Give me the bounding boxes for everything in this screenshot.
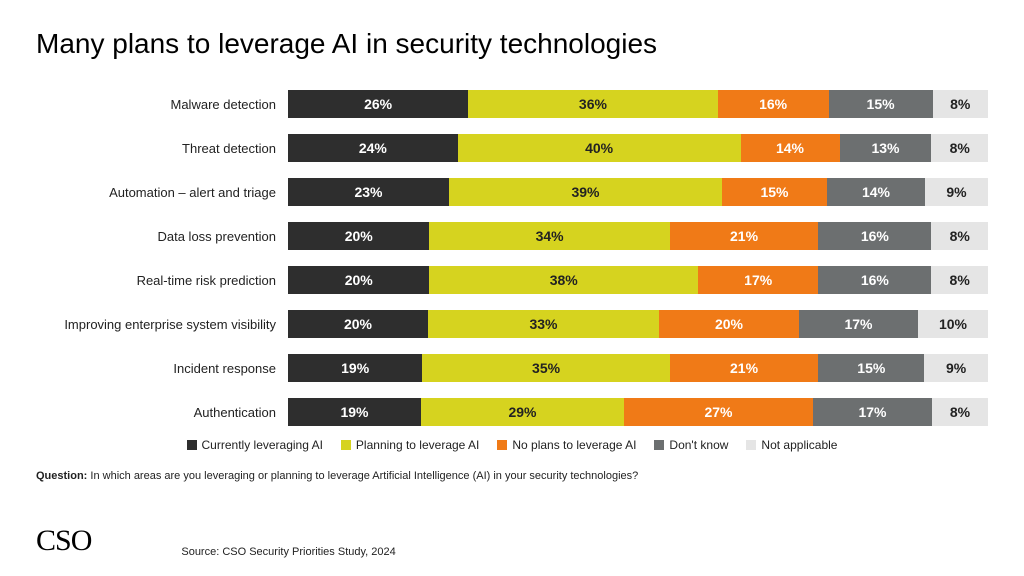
chart-row: Improving enterprise system visibility20…	[36, 306, 988, 342]
category-label: Real-time risk prediction	[36, 273, 288, 288]
legend-swatch	[497, 440, 507, 450]
bar-segment: 17%	[698, 266, 818, 294]
legend-swatch	[654, 440, 664, 450]
category-label: Threat detection	[36, 141, 288, 156]
source-text: Source: CSO Security Priorities Study, 2…	[181, 546, 395, 558]
bar-segment: 21%	[670, 354, 818, 382]
chart-row: Automation – alert and triage23%39%15%14…	[36, 174, 988, 210]
legend-item: Not applicable	[746, 438, 837, 452]
stacked-bar: 24%40%14%13%8%	[288, 134, 988, 162]
question-label: Question:	[36, 470, 87, 482]
legend-swatch	[746, 440, 756, 450]
bar-segment: 17%	[799, 310, 918, 338]
bar-segment: 40%	[458, 134, 741, 162]
legend-label: Don't know	[669, 438, 728, 452]
stacked-bar: 23%39%15%14%9%	[288, 178, 988, 206]
category-label: Data loss prevention	[36, 229, 288, 244]
legend-item: Planning to leverage AI	[341, 438, 479, 452]
bar-segment: 16%	[818, 266, 931, 294]
bar-segment: 33%	[428, 310, 659, 338]
stacked-bar: 20%33%20%17%10%	[288, 310, 988, 338]
stacked-bar: 19%29%27%17%8%	[288, 398, 988, 426]
footer: CSO Source: CSO Security Priorities Stud…	[36, 524, 988, 558]
bar-segment: 35%	[422, 354, 669, 382]
bar-segment: 9%	[925, 178, 988, 206]
legend-item: No plans to leverage AI	[497, 438, 636, 452]
stacked-bar: 20%38%17%16%8%	[288, 266, 988, 294]
page-title: Many plans to leverage AI in security te…	[36, 28, 988, 60]
stacked-bar: 19%35%21%15%9%	[288, 354, 988, 382]
chart-row: Data loss prevention20%34%21%16%8%	[36, 218, 988, 254]
bar-segment: 8%	[932, 398, 988, 426]
bar-segment: 16%	[818, 222, 931, 250]
legend-swatch	[341, 440, 351, 450]
bar-segment: 15%	[818, 354, 924, 382]
category-label: Automation – alert and triage	[36, 185, 288, 200]
bar-segment: 34%	[429, 222, 669, 250]
bar-segment: 15%	[829, 90, 933, 118]
chart-row: Threat detection24%40%14%13%8%	[36, 130, 988, 166]
bar-segment: 14%	[741, 134, 840, 162]
chart-row: Incident response19%35%21%15%9%	[36, 350, 988, 386]
bar-segment: 10%	[918, 310, 988, 338]
stacked-bar: 20%34%21%16%8%	[288, 222, 988, 250]
bar-segment: 27%	[624, 398, 813, 426]
question-text: In which areas are you leveraging or pla…	[90, 470, 638, 482]
category-label: Incident response	[36, 361, 288, 376]
bar-segment: 21%	[670, 222, 818, 250]
bar-segment: 23%	[288, 178, 449, 206]
chart-slide: Many plans to leverage AI in security te…	[0, 0, 1024, 576]
bar-segment: 24%	[288, 134, 458, 162]
category-label: Improving enterprise system visibility	[36, 317, 288, 332]
cso-logo: CSO	[36, 524, 91, 558]
bar-segment: 39%	[449, 178, 722, 206]
legend-item: Don't know	[654, 438, 728, 452]
chart-row: Authentication19%29%27%17%8%	[36, 394, 988, 430]
bar-segment: 8%	[931, 222, 988, 250]
stacked-bar-chart: Malware detection26%36%16%15%8%Threat de…	[36, 86, 988, 430]
chart-legend: Currently leveraging AI Planning to lever…	[36, 438, 988, 452]
chart-row: Real-time risk prediction20%38%17%16%8%	[36, 262, 988, 298]
bar-segment: 13%	[840, 134, 932, 162]
stacked-bar: 26%36%16%15%8%	[288, 90, 988, 118]
bar-segment: 38%	[429, 266, 698, 294]
bar-segment: 20%	[288, 266, 429, 294]
legend-label: Planning to leverage AI	[356, 438, 479, 452]
bar-segment: 8%	[931, 266, 988, 294]
bar-segment: 19%	[288, 354, 422, 382]
bar-segment: 17%	[813, 398, 932, 426]
bar-segment: 29%	[421, 398, 624, 426]
bar-segment: 20%	[659, 310, 799, 338]
bar-segment: 20%	[288, 310, 428, 338]
legend-item: Currently leveraging AI	[187, 438, 323, 452]
legend-swatch	[187, 440, 197, 450]
legend-label: Currently leveraging AI	[202, 438, 323, 452]
bar-segment: 8%	[933, 90, 988, 118]
legend-label: No plans to leverage AI	[512, 438, 636, 452]
category-label: Malware detection	[36, 97, 288, 112]
bar-segment: 26%	[288, 90, 468, 118]
bar-segment: 20%	[288, 222, 429, 250]
bar-segment: 14%	[827, 178, 925, 206]
legend-label: Not applicable	[761, 438, 837, 452]
question-line: Question: In which areas are you leverag…	[36, 470, 988, 482]
chart-row: Malware detection26%36%16%15%8%	[36, 86, 988, 122]
bar-segment: 16%	[718, 90, 829, 118]
bar-segment: 9%	[924, 354, 988, 382]
bar-segment: 19%	[288, 398, 421, 426]
category-label: Authentication	[36, 405, 288, 420]
bar-segment: 8%	[931, 134, 988, 162]
bar-segment: 36%	[468, 90, 718, 118]
bar-segment: 15%	[722, 178, 827, 206]
